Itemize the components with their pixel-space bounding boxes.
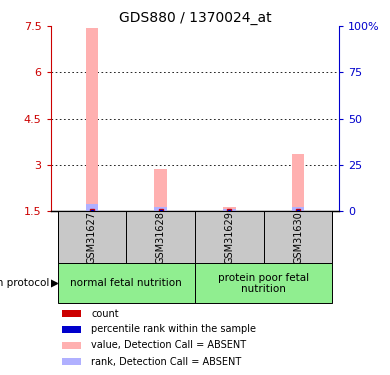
Bar <box>62 310 81 317</box>
Bar <box>223 207 236 211</box>
Text: GSM31629: GSM31629 <box>224 211 234 264</box>
Bar <box>195 263 332 303</box>
Text: rank, Detection Call = ABSENT: rank, Detection Call = ABSENT <box>91 357 241 367</box>
Text: protein poor fetal
nutrition: protein poor fetal nutrition <box>218 273 309 294</box>
Bar <box>86 204 98 211</box>
Bar <box>62 326 81 333</box>
Text: normal fetal nutrition: normal fetal nutrition <box>71 279 182 288</box>
Bar <box>223 209 236 211</box>
Bar <box>62 358 81 365</box>
Text: growth protocol: growth protocol <box>0 279 49 288</box>
Bar <box>86 28 98 211</box>
Bar <box>58 263 195 303</box>
Bar <box>154 169 167 211</box>
Bar <box>292 207 304 211</box>
Title: GDS880 / 1370024_at: GDS880 / 1370024_at <box>119 11 271 25</box>
Bar <box>126 211 195 263</box>
Text: count: count <box>91 309 119 319</box>
Text: GSM31630: GSM31630 <box>293 211 303 264</box>
Bar <box>292 154 304 211</box>
Text: value, Detection Call = ABSENT: value, Detection Call = ABSENT <box>91 340 246 351</box>
Bar <box>62 342 81 349</box>
Text: GSM31628: GSM31628 <box>156 211 166 264</box>
Bar <box>195 211 264 263</box>
Bar <box>58 211 126 263</box>
Bar <box>154 207 167 211</box>
Text: GSM31627: GSM31627 <box>87 211 97 264</box>
Text: percentile rank within the sample: percentile rank within the sample <box>91 324 256 334</box>
Bar <box>264 211 332 263</box>
